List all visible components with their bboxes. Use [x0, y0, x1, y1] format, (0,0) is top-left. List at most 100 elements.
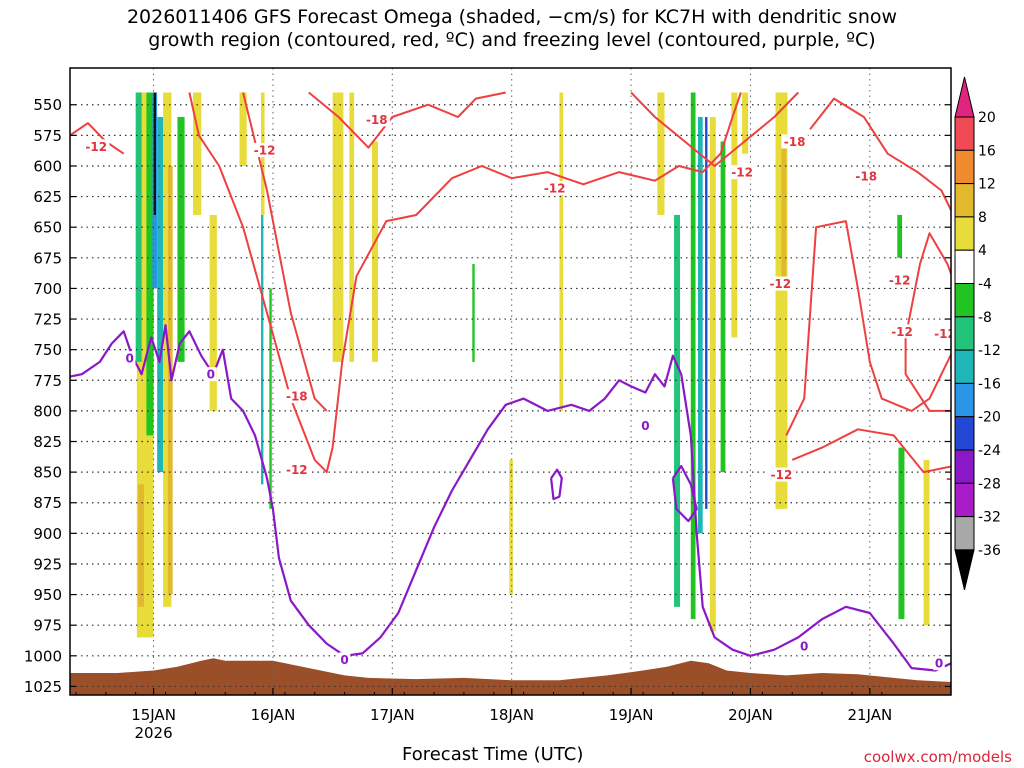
x-tick-label-21JAN: 21JAN: [847, 706, 892, 724]
y-tick-label-875: 875: [33, 494, 62, 512]
dgz-contour-minus18-far: [809, 97, 951, 213]
omega-band-10: [192, 92, 202, 215]
contour-layer: [70, 91, 951, 672]
contour-label-layer: -12-18-12-12-12-18-18-12 -12-12 -12 -18-18-…: [83, 112, 1024, 671]
y-tick-label-825: 825: [33, 433, 62, 451]
omega-band-15: [269, 288, 272, 509]
omega-band-16: [332, 92, 344, 362]
plot-frame: [69, 67, 952, 696]
contour-label-bg-5: [781, 134, 808, 149]
contour-label-9: -12: [891, 325, 913, 339]
y-tick-label-700: 700: [33, 280, 62, 298]
colorbar-label-7: -12: [978, 343, 1001, 359]
colorbar-swatch-6: [954, 316, 975, 351]
y-tick-label-1000: 1000: [24, 647, 62, 665]
omega-band-1: [138, 484, 145, 607]
omega-band-11: [209, 214, 217, 411]
colorbar-label-11: -28: [978, 476, 1001, 492]
contour-label-6: -18: [855, 169, 877, 183]
omega-band-26: [705, 116, 708, 509]
colorbar-label-8: -16: [978, 376, 1001, 392]
omega-band-23: [674, 214, 681, 607]
dgz-contour-minus12-inner: [904, 232, 951, 412]
x-tick-sublabel-15JAN: 2026: [134, 724, 172, 742]
contour-label-bg-11: [1003, 321, 1024, 335]
x-axis-title: Forecast Time (UTC): [402, 744, 584, 765]
contour-label-bg-12: [283, 389, 311, 404]
plot-area: [70, 68, 951, 695]
contour-label-bg-7: [767, 276, 794, 291]
colorbar-swatch-2: [954, 183, 975, 218]
y-tick-label-575: 575: [33, 127, 62, 145]
contour-label-8: -12: [889, 273, 911, 287]
colorbar-swatch-4: [954, 249, 975, 284]
colorbar-swatch-5: [954, 283, 975, 318]
y-tick-label-900: 900: [33, 525, 62, 543]
y-tick-label-725: 725: [33, 311, 62, 329]
contour-label-3: -12: [544, 182, 566, 196]
colorbar-label-2: 12: [978, 177, 996, 193]
contour-label-bg-20: [798, 639, 810, 654]
y-tick-label-675: 675: [33, 249, 62, 267]
contour-label-bg-21: [933, 656, 945, 671]
contour-label-bg-2: [251, 143, 278, 158]
omega-band-22: [657, 92, 665, 215]
freezing-contour-zero-blob-2: [671, 464, 698, 523]
y-tick-label-650: 650: [33, 219, 62, 237]
colorbar-label-3: 8: [978, 210, 987, 226]
terrain-layer: [70, 658, 951, 695]
contour-label-bg-15: [943, 471, 951, 486]
omega-band-3: [146, 92, 154, 436]
x-tick-label-18JAN: 18JAN: [489, 706, 534, 724]
contour-label-7: -12: [769, 277, 791, 291]
contour-label-5: -18: [784, 135, 806, 149]
colorbar-swatch-9: [954, 416, 975, 451]
contour-label-bg-14: [768, 467, 795, 482]
omega-band-32: [781, 135, 787, 289]
y-tick-label-850: 850: [33, 464, 62, 482]
omega-band-30: [742, 92, 749, 154]
contour-label-10: -12: [934, 327, 956, 341]
dgz-contour-minus18-right: [630, 91, 799, 167]
y-tick-label-550: 550: [33, 96, 62, 114]
dgz-contour-minus12-right-box: [785, 220, 951, 436]
omega-band-29: [731, 92, 738, 338]
omega-band-19: [472, 263, 475, 362]
contour-label-20: 0: [800, 640, 808, 654]
contour-label-bg-0: [83, 139, 110, 154]
colorbar-swatch-11: [954, 482, 975, 518]
contour-label-18: 0: [340, 653, 348, 667]
credit-link[interactable]: coolwx.com/models: [863, 748, 1012, 766]
colorbar-swatch-10: [954, 449, 975, 484]
colorbar-label-12: -32: [978, 510, 1001, 526]
dgz-contour-minus18-mid: [242, 92, 328, 412]
omega-band-33: [897, 214, 903, 258]
y-tick-label-625: 625: [33, 188, 62, 206]
omega-band-9: [177, 116, 185, 362]
contour-label-21: 0: [935, 657, 943, 671]
omega-band-12: [239, 92, 247, 166]
omega-band-25: [697, 116, 703, 534]
contour-label-11: -18: [1006, 321, 1024, 335]
contour-label-bg-10: [931, 326, 951, 341]
x-tick-label-17JAN: 17JAN: [370, 706, 415, 724]
contour-label-1: -18: [366, 113, 388, 127]
contour-label-bg-4: [728, 165, 756, 180]
contour-label-bg-13: [283, 462, 311, 477]
colorbar-label-10: -24: [978, 443, 1001, 459]
y-tick-label-750: 750: [33, 341, 62, 359]
omega-band-2: [135, 92, 142, 362]
omega-band-27: [709, 116, 716, 632]
y-tick-label-950: 950: [33, 586, 62, 604]
colorbar-label-13: -36: [978, 543, 1001, 559]
chart-title-line-1: 2026011406 GFS Forecast Omega (shaded, −…: [126, 6, 898, 28]
colorbar-label-5: -4: [978, 277, 992, 293]
omega-band-36: [1011, 92, 1017, 153]
y-tick-label-775: 775: [33, 372, 62, 390]
y-tick-label-925: 925: [33, 555, 62, 573]
x-tick-label-16JAN: 16JAN: [251, 706, 296, 724]
x-tick-label-19JAN: 19JAN: [609, 706, 654, 724]
omega-band-18: [372, 141, 378, 362]
contour-label-bg-8: [886, 272, 913, 287]
